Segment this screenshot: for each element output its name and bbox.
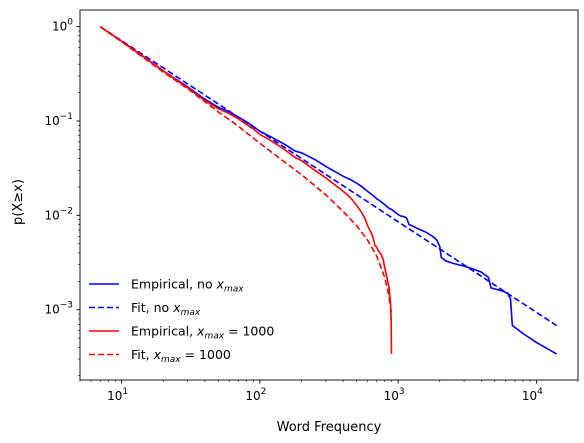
legend-label: Fit, xmax = 1000 bbox=[131, 347, 231, 365]
legend-entry: Fit, xmax = 1000 bbox=[89, 347, 231, 365]
plot-area bbox=[99, 25, 558, 355]
series-line-3 bbox=[99, 25, 393, 354]
x-tick-label: 103 bbox=[384, 387, 405, 403]
x-tick-label: 102 bbox=[245, 387, 266, 403]
legend-label: Empirical, no xmax bbox=[131, 277, 244, 295]
y-axis-ticks: 10−3 10−2 10−1 100 bbox=[44, 18, 80, 376]
x-tick-label: 101 bbox=[107, 387, 128, 403]
y-tick-label: 10−2 bbox=[44, 206, 73, 222]
series-line-2 bbox=[99, 25, 558, 327]
legend-entry: Empirical, no xmax bbox=[89, 277, 244, 295]
legend-label: Fit, no xmax bbox=[131, 300, 201, 318]
y-tick-label: 100 bbox=[52, 18, 73, 34]
y-tick-label: 10−1 bbox=[44, 112, 73, 128]
legend-entry: Fit, no xmax bbox=[89, 300, 201, 318]
legend-entry: Empirical, xmax = 1000 bbox=[89, 324, 274, 342]
x-axis-ticks: 101 102 103 104 bbox=[79, 380, 579, 403]
legend: Empirical, no xmax Fit, no xmax Empirical,… bbox=[89, 277, 274, 365]
y-axis-label: p(X≥x) bbox=[11, 179, 26, 225]
series-line-4 bbox=[99, 25, 393, 316]
axes-frame bbox=[79, 9, 579, 381]
legend-label: Empirical, xmax = 1000 bbox=[131, 324, 274, 342]
y-tick-label: 10−3 bbox=[44, 301, 73, 317]
x-tick-label: 104 bbox=[522, 387, 543, 403]
x-axis-label: Word Frequency bbox=[277, 420, 382, 435]
